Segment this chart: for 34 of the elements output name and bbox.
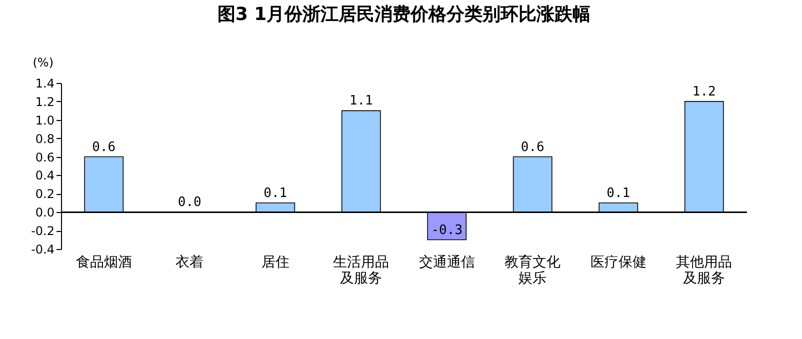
y-tick-label: -0.4 xyxy=(31,242,54,256)
x-tick-label: 衣着 xyxy=(176,254,204,270)
data-label: 0.6 xyxy=(92,140,116,155)
x-tick-label: 食品烟酒 xyxy=(76,254,132,270)
data-label: 1.2 xyxy=(692,84,716,100)
bar xyxy=(256,202,296,213)
y-tick-label: 1.0 xyxy=(35,113,54,128)
data-label: 0.6 xyxy=(520,140,544,155)
chart-title: 图3 1月份浙江居民消费价格分类别环比涨跌幅 xyxy=(217,4,591,25)
x-tick-label: 医疗保健 xyxy=(590,254,646,270)
y-axis-title: (%) xyxy=(32,56,54,70)
x-tick-label: 生活用品及服务 xyxy=(333,254,390,286)
bar xyxy=(598,202,638,213)
data-label: 0.1 xyxy=(606,186,630,201)
bar xyxy=(684,101,724,213)
bar xyxy=(341,110,381,213)
x-tick-label: 交通通信 xyxy=(418,254,475,270)
y-tick-label: -0.2 xyxy=(31,224,54,238)
x-tick-label: 居住 xyxy=(261,254,290,270)
data-label: 1.1 xyxy=(349,94,373,109)
y-tick-label: 0.0 xyxy=(35,206,54,220)
y-tick-label: 0.6 xyxy=(35,150,54,164)
y-tick-label: 1.2 xyxy=(35,94,54,109)
x-tick-label: 教育文化娱乐 xyxy=(504,254,561,286)
bar xyxy=(512,156,552,213)
y-tick-label: 0.8 xyxy=(35,132,54,146)
data-label: -0.3 xyxy=(431,222,463,238)
y-tick-label: 0.4 xyxy=(35,168,54,183)
bar xyxy=(84,156,124,213)
data-label: 0.0 xyxy=(178,195,202,210)
y-tick-label: 1.4 xyxy=(35,76,54,90)
data-label: 0.1 xyxy=(264,186,288,201)
x-tick-label: 其他用品及服务 xyxy=(676,254,732,286)
y-tick-label: 0.2 xyxy=(35,187,54,202)
